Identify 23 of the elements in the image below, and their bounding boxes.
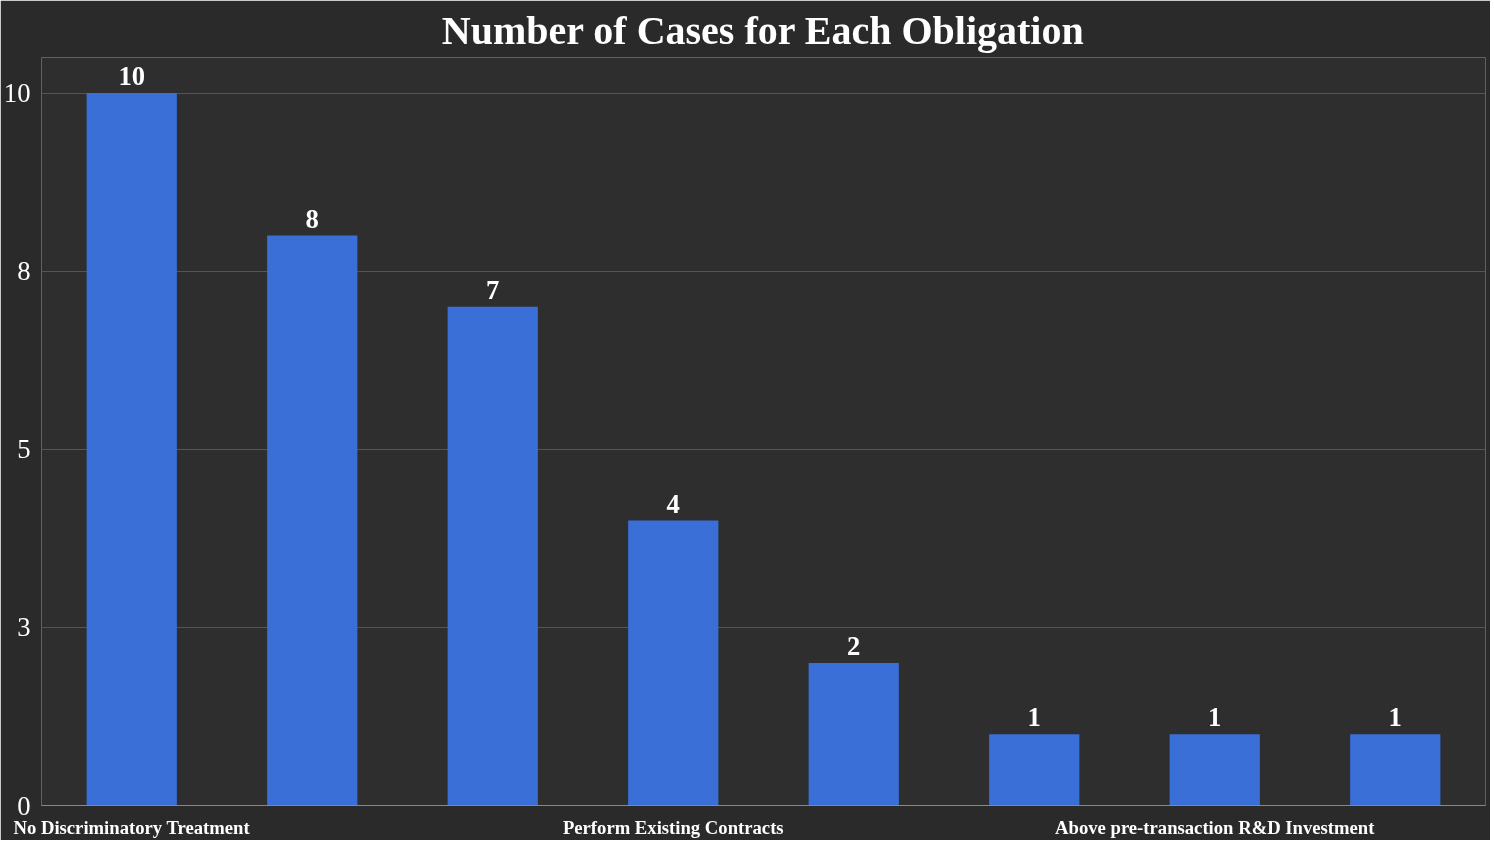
y-tick-label: 8 (17, 256, 31, 287)
x-tick-label: Above pre-transaction R&D Investment (1055, 816, 1376, 838)
bar (808, 663, 899, 806)
bar (267, 235, 358, 806)
y-tick-label: 10 (3, 78, 31, 109)
bar (1169, 734, 1260, 806)
data-label: 2 (847, 631, 861, 662)
bar (989, 734, 1080, 806)
x-tick-label: Perform Existing Contracts (562, 816, 784, 838)
y-tick-label: 3 (17, 612, 31, 643)
bar (447, 306, 538, 806)
y-tick-label: 5 (17, 434, 31, 465)
data-label: 1 (1388, 702, 1402, 733)
data-label: 4 (666, 488, 680, 519)
data-label: 7 (486, 274, 500, 305)
data-label: 1 (1208, 702, 1222, 733)
data-label: 10 (118, 61, 146, 92)
data-label: 1 (1027, 702, 1041, 733)
data-label: 8 (305, 203, 319, 234)
bar (1350, 734, 1441, 806)
bar (86, 93, 177, 806)
bar (628, 520, 719, 806)
chart-title: Number of Cases for Each Obligation (441, 7, 1084, 53)
